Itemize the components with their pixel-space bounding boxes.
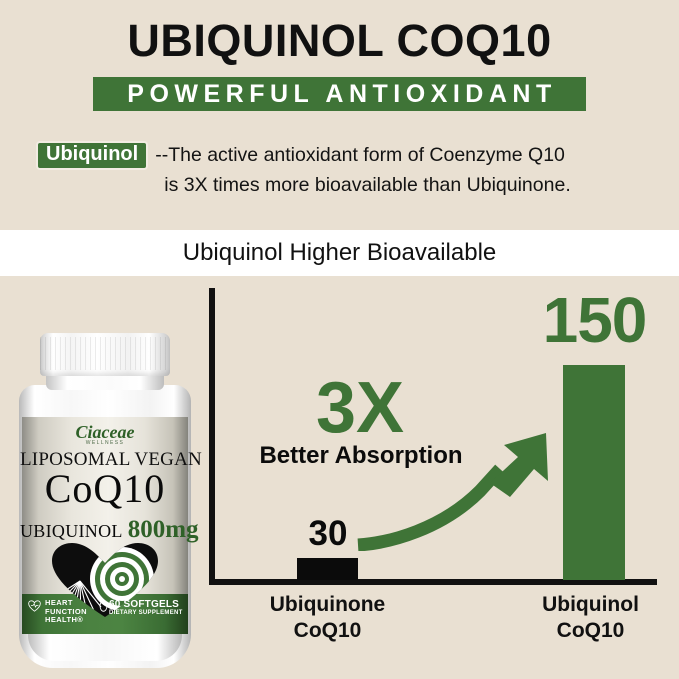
subhead-line-2-text: is 3X times more bioavailable than Ubiqu… [164,174,571,196]
heart-target-icon [52,543,158,617]
claim-heart-function-health: HEART FUNCTION HEALTH® [28,598,102,625]
bottle-neck [46,374,164,390]
powerful-antioxidant-label: POWERFUL ANTIOXIDANT [127,79,557,108]
bar-value-ubiquinol: 150 [542,284,648,356]
subhead-block: Ubiquinol --The active antioxidant form … [36,141,651,197]
chart-category-ubiquinone-line2: CoQ10 [293,619,362,643]
bar-value-ubiquinone: 30 [308,514,348,553]
powerful-antioxidant-band: POWERFUL ANTIOXIDANT [93,77,586,111]
product-line-liposomal-vegan: LIPOSOMAL VEGAN [20,449,202,470]
brand-tagline: WELLNESS [85,440,125,446]
heart-check-icon [28,600,41,612]
product-form-ubiquinol: UBIQUINOL [20,521,123,541]
chart-category-ubiquinol-line1: Ubiquinol [542,593,639,616]
claim-line-1: HEART [45,598,73,607]
chart-x-axis-line [209,579,657,585]
curved-up-right-arrow-icon [357,433,548,551]
softgel-count-block: 60 SOFTGELS DIETARY SUPPLEMENT [99,599,185,617]
chart-category-ubiquinone: Ubiquinone CoQ10 [237,592,418,645]
chart-y-axis-line [209,288,215,585]
bioavailability-banner: Ubiquinol Higher Bioavailable [0,230,679,276]
bar-ubiquinol [563,365,625,580]
absorption-bar-chart: Absorption of Q10 levels 30 150 3X Bette… [0,276,679,679]
better-absorption-caption: Better Absorption [259,442,463,469]
bottle-cap-ribs [40,337,170,370]
subhead-line-1-text: --The active antioxidant form of Coenzym… [155,144,565,166]
product-line-ubiquinol-dosage: UBIQUINOL 800mg [20,516,199,544]
ubiquinol-pill-badge: Ubiquinol [36,141,149,170]
bar-ubiquinone [297,558,358,580]
product-dosage: 800mg [127,516,199,543]
dietary-supplement-label: DIETARY SUPPLEMENT [109,610,183,616]
product-bottle-image: Ciaceae WELLNESS LIPOSOMAL VEGAN CoQ10 U… [14,333,202,673]
chart-category-ubiquinol-line2: CoQ10 [556,619,625,643]
softgel-count: 60 SOFTGELS [109,599,179,610]
claim-line-2: FUNCTION HEALTH® [45,606,87,625]
subhead-row-1: Ubiquinol --The active antioxidant form … [36,141,651,170]
product-line-coq10: CoQ10 [44,466,166,511]
bottle-cap [40,333,170,376]
chart-category-ubiquinone-line1: Ubiquinone [269,593,386,616]
brand-name: Ciaceae [75,422,135,442]
bottle-base [28,629,182,661]
chart-category-ubiquinol: Ubiquinol CoQ10 [500,592,679,645]
multiplier-annotation: 3X [315,368,405,448]
softgel-capsule-icon [99,600,108,612]
page-title: UBIQUINOL COQ10 [127,15,552,66]
bioavailability-banner-label: Ubiquinol Higher Bioavailable [182,239,497,266]
